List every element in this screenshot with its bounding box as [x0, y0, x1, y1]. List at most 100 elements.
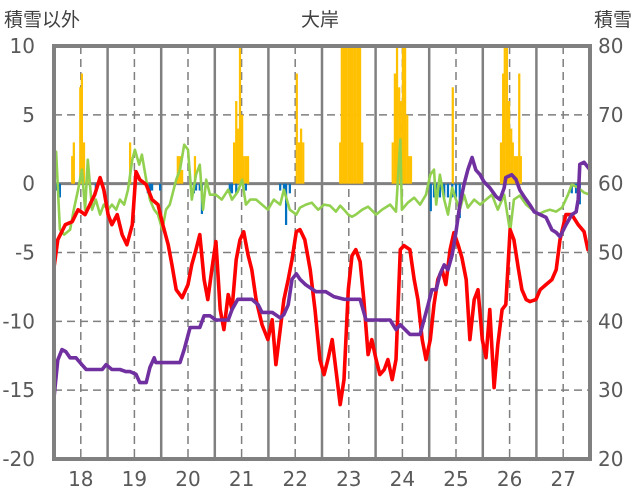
green-series-line — [52, 138, 592, 236]
negative-bar — [55, 183, 58, 191]
negative-bar — [438, 183, 442, 198]
snowfall-bar — [391, 142, 394, 184]
negative-bar — [198, 183, 201, 191]
snowfall-bar — [128, 142, 132, 184]
snowfall-bar — [340, 46, 343, 184]
snowfall-bar — [244, 156, 248, 184]
x-tick-label: 22 — [282, 467, 307, 491]
left-y-tick-label: -15 — [2, 378, 35, 402]
snowfall-bar — [241, 114, 244, 184]
snowfall-bar — [242, 156, 245, 184]
snowfall-bar — [238, 46, 242, 184]
snowfall-bar — [193, 156, 197, 184]
snowfall-bar — [403, 46, 407, 184]
x-tick-label: 20 — [175, 467, 200, 491]
left-y-tick-label: 0 — [22, 172, 35, 196]
red-series-line — [52, 169, 590, 407]
snowfall-bar — [401, 46, 405, 184]
snowfall-bar — [180, 169, 184, 184]
negative-bar — [159, 183, 162, 191]
snowfall-bar — [393, 73, 397, 184]
plot-frame — [52, 44, 592, 461]
negative-bar — [284, 183, 288, 225]
snowfall-bar — [395, 46, 399, 184]
snowfall-bar — [82, 142, 86, 184]
plot-border — [52, 44, 592, 461]
snowfall-bar — [348, 46, 351, 184]
snowfall-bar — [246, 156, 250, 184]
snowfall-bar — [507, 101, 511, 184]
snowfall-bar — [361, 142, 364, 184]
left-y-tick-label: 5 — [22, 103, 35, 127]
snowfall-bar — [513, 156, 517, 184]
negative-bar — [235, 183, 238, 194]
snow_depth-series-line — [52, 155, 592, 400]
right-y-tick-label: 20 — [598, 447, 623, 471]
snowfall-bar — [451, 87, 454, 184]
snowfall-bar — [398, 87, 401, 184]
snowfall-bar — [339, 142, 342, 184]
right-y-tick-label: 30 — [598, 378, 623, 402]
negative-bar — [429, 183, 432, 212]
x-tick-label: 25 — [443, 467, 468, 491]
snowfall-bar — [502, 73, 505, 184]
negative-bar — [574, 183, 578, 194]
snowfall-bar — [347, 46, 350, 184]
snowfall-bar — [503, 46, 506, 184]
snowfall-bar — [511, 142, 514, 184]
negative-bar — [570, 183, 573, 194]
snowfall-bar — [354, 46, 357, 184]
snowfall-bar — [302, 142, 305, 184]
negative-bar — [279, 183, 282, 191]
snowfall-bar — [406, 114, 409, 184]
snowfall-bar — [356, 46, 360, 184]
snowfall-bar — [80, 73, 83, 184]
left-y-tick-label: -5 — [15, 241, 35, 265]
lines — [52, 138, 592, 407]
snowfall-bar — [297, 142, 301, 184]
snowfall-bar — [409, 156, 413, 184]
x-tick-label: 23 — [336, 467, 361, 491]
snowfall-bar — [407, 156, 410, 184]
negative-bar — [150, 183, 154, 191]
snowfall-bar — [235, 101, 238, 184]
snowfall-bar — [71, 156, 74, 184]
snowfall-bar — [295, 73, 298, 184]
x-tick-label: 26 — [497, 467, 522, 491]
x-tick-label: 27 — [550, 467, 575, 491]
snowfall-bar — [353, 46, 356, 184]
snowfall-bar — [79, 87, 82, 184]
negative-bar — [230, 183, 234, 194]
negative-bar — [58, 183, 62, 198]
right-y-tick-label: 80 — [598, 34, 623, 58]
right-y-tick-label: 40 — [598, 309, 623, 333]
x-tick-label: 21 — [229, 467, 254, 491]
snowfall-bar — [515, 156, 519, 184]
x-tick-label: 18 — [68, 467, 93, 491]
snowfall-bar — [176, 156, 179, 184]
snowfall-bar — [232, 142, 236, 184]
snowfall-bar — [358, 46, 362, 184]
left-axis-label: 積雪以外 — [4, 9, 80, 31]
right-y-tick-label: 60 — [598, 172, 623, 196]
negative-bar — [244, 183, 248, 191]
x-tick-label: 24 — [390, 467, 415, 491]
snowfall-bar — [510, 128, 513, 184]
x-tick-label: 19 — [122, 467, 147, 491]
snowfall-bar — [299, 128, 303, 184]
right-axis-label: 積雪 — [594, 9, 632, 31]
negative-bar — [446, 183, 450, 198]
negative-bar — [443, 183, 446, 198]
left-y-tick-label: 10 — [10, 34, 35, 58]
snowfall-bar — [342, 46, 346, 184]
negative-bar — [288, 183, 291, 194]
snowfall-bar — [499, 142, 503, 184]
snowfall-bar — [519, 156, 522, 184]
negative-bar — [194, 183, 198, 191]
right-y-tick-label: 50 — [598, 241, 623, 265]
snowfall-bar — [72, 142, 75, 184]
negative-bar — [148, 183, 152, 194]
left-y-tick-label: -20 — [2, 447, 35, 471]
